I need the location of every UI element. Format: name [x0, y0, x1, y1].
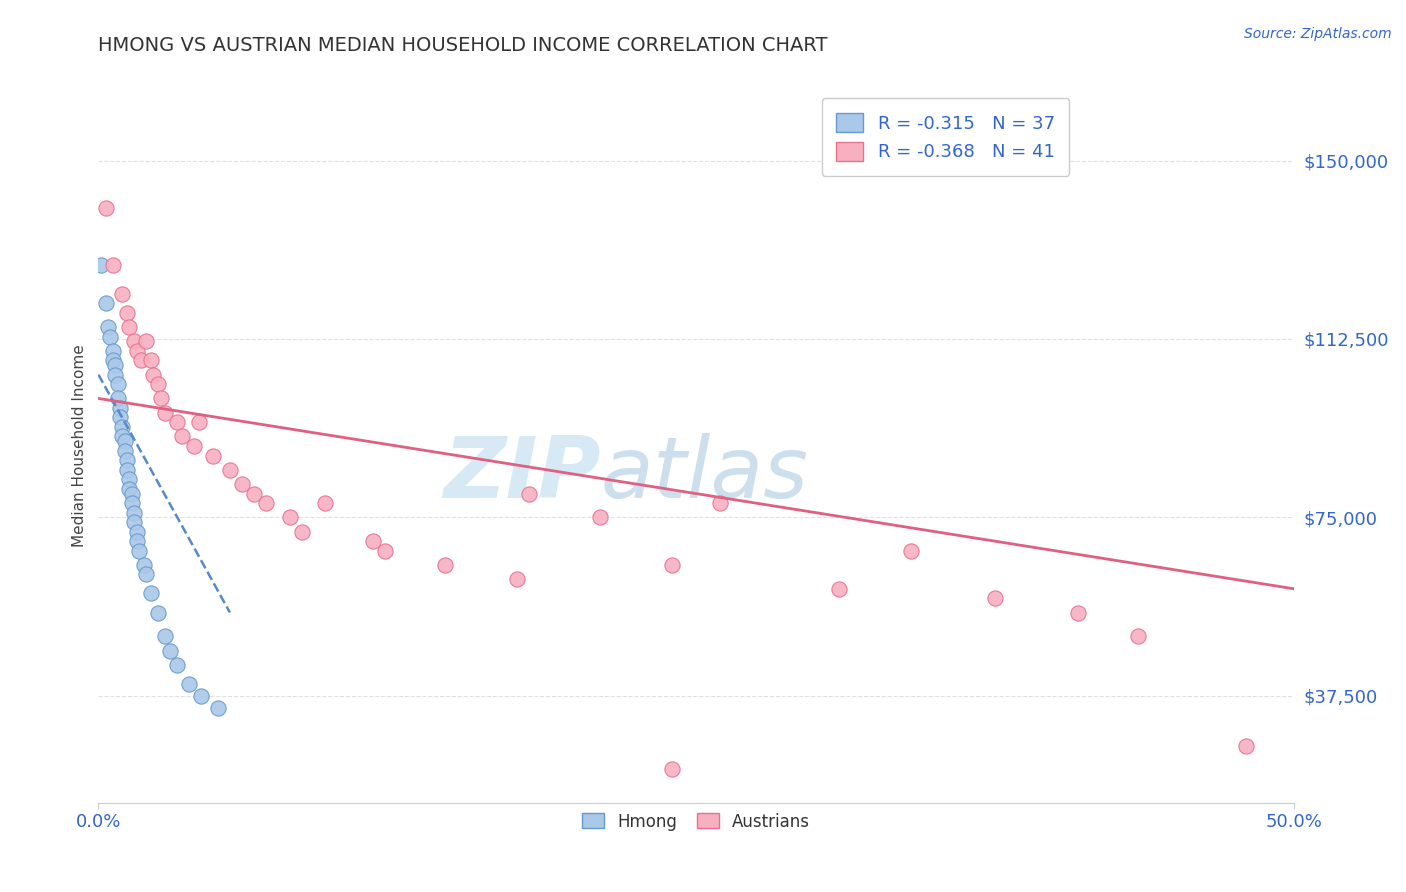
Point — [183, 439, 205, 453]
Point — [155, 629, 177, 643]
Point — [121, 496, 143, 510]
Point — [231, 477, 253, 491]
Point — [984, 591, 1007, 606]
Point — [107, 377, 129, 392]
Point — [115, 306, 138, 320]
Point — [828, 582, 851, 596]
Point — [131, 353, 153, 368]
Point — [114, 443, 136, 458]
Point — [243, 486, 266, 500]
Point — [108, 401, 131, 415]
Point — [1128, 629, 1150, 643]
Point — [111, 286, 134, 301]
Point — [291, 524, 314, 539]
Point — [114, 434, 136, 449]
Point — [124, 334, 146, 349]
Point — [155, 406, 177, 420]
Text: atlas: atlas — [600, 433, 808, 516]
Y-axis label: Median Household Income: Median Household Income — [72, 344, 87, 548]
Point — [94, 201, 117, 215]
Text: ZIP: ZIP — [443, 433, 600, 516]
Point — [111, 429, 134, 443]
Point — [179, 677, 201, 691]
Point — [124, 515, 146, 529]
Point — [149, 392, 172, 406]
Point — [139, 586, 162, 600]
Point — [132, 558, 155, 572]
Point — [101, 343, 124, 358]
Point — [254, 496, 277, 510]
Point — [278, 510, 301, 524]
Point — [98, 329, 122, 343]
Point — [315, 496, 337, 510]
Point — [139, 353, 162, 368]
Point — [589, 510, 612, 524]
Point — [1234, 739, 1257, 753]
Point — [104, 368, 127, 382]
Point — [202, 449, 225, 463]
Point — [121, 486, 143, 500]
Point — [1067, 606, 1090, 620]
Point — [108, 410, 131, 425]
Point — [115, 463, 138, 477]
Point — [363, 534, 385, 549]
Point — [125, 524, 148, 539]
Point — [517, 486, 540, 500]
Point — [118, 472, 141, 486]
Point — [118, 482, 141, 496]
Point — [142, 368, 165, 382]
Point — [166, 657, 188, 672]
Point — [135, 334, 157, 349]
Point — [219, 463, 242, 477]
Point — [148, 377, 170, 392]
Point — [111, 420, 134, 434]
Point — [97, 320, 120, 334]
Point — [94, 296, 117, 310]
Point — [125, 534, 148, 549]
Point — [187, 415, 209, 429]
Point — [900, 543, 922, 558]
Point — [506, 572, 529, 586]
Point — [661, 558, 683, 572]
Point — [159, 643, 181, 657]
Point — [374, 543, 396, 558]
Point — [101, 258, 124, 272]
Point — [90, 258, 112, 272]
Point — [118, 320, 141, 334]
Point — [166, 415, 188, 429]
Point — [125, 343, 148, 358]
Point — [115, 453, 138, 467]
Point — [107, 392, 129, 406]
Point — [190, 689, 212, 703]
Text: Source: ZipAtlas.com: Source: ZipAtlas.com — [1244, 27, 1392, 41]
Legend: Hmong, Austrians: Hmong, Austrians — [575, 806, 817, 838]
Point — [124, 506, 146, 520]
Point — [172, 429, 194, 443]
Point — [135, 567, 157, 582]
Point — [148, 606, 170, 620]
Point — [661, 763, 683, 777]
Point — [434, 558, 457, 572]
Point — [101, 353, 124, 368]
Point — [207, 700, 229, 714]
Point — [709, 496, 731, 510]
Point — [104, 358, 127, 372]
Point — [128, 543, 150, 558]
Text: HMONG VS AUSTRIAN MEDIAN HOUSEHOLD INCOME CORRELATION CHART: HMONG VS AUSTRIAN MEDIAN HOUSEHOLD INCOM… — [98, 36, 828, 54]
